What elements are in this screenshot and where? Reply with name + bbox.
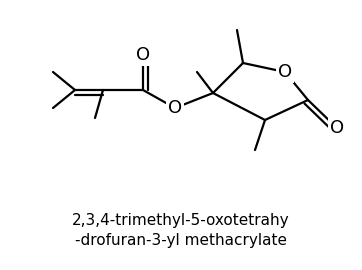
Text: O: O (136, 46, 150, 64)
Text: O: O (168, 99, 182, 117)
Text: O: O (330, 119, 344, 137)
Text: 2,3,4-trimethyl-5-oxotetrahy: 2,3,4-trimethyl-5-oxotetrahy (72, 213, 290, 228)
Text: -drofuran-3-yl methacrylate: -drofuran-3-yl methacrylate (75, 233, 287, 248)
Text: O: O (278, 63, 292, 81)
